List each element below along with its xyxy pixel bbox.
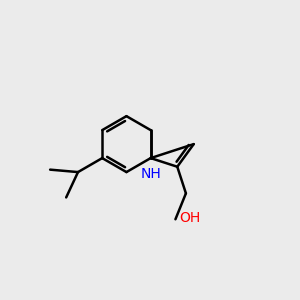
Text: NH: NH <box>140 167 161 181</box>
Text: OH: OH <box>179 211 200 225</box>
